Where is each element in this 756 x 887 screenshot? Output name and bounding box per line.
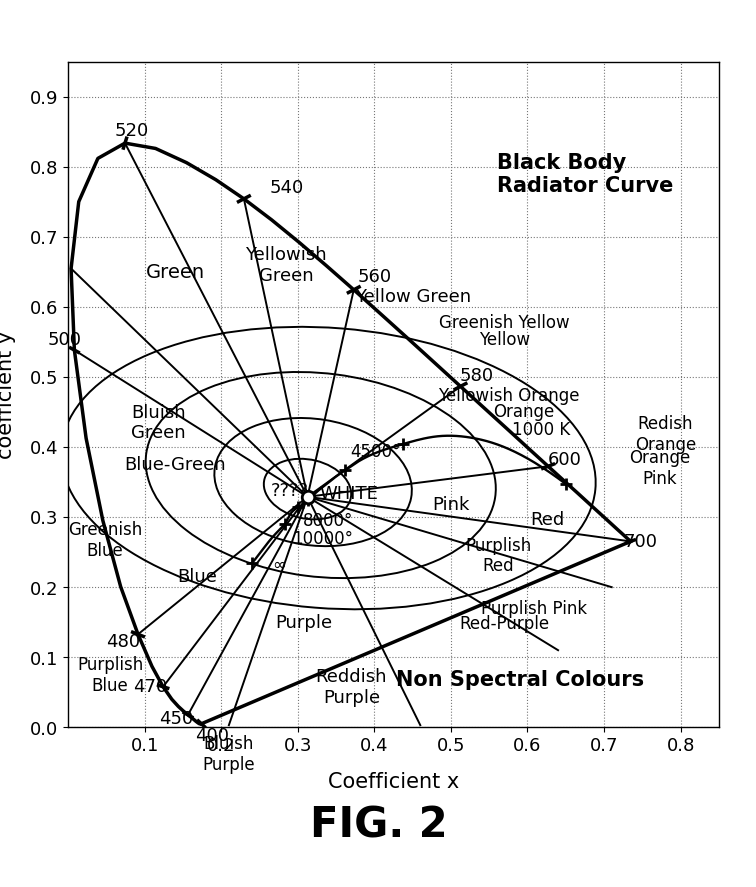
- Text: 580: 580: [460, 367, 494, 385]
- Text: 540: 540: [269, 179, 303, 197]
- Text: WHITE: WHITE: [319, 484, 377, 502]
- Text: Redish
Orange: Redish Orange: [634, 415, 696, 454]
- Text: 1000 K: 1000 K: [512, 420, 570, 439]
- Text: Black Body
Radiator Curve: Black Body Radiator Curve: [497, 153, 673, 196]
- Text: ∞: ∞: [271, 556, 285, 574]
- Text: FIG. 2: FIG. 2: [309, 804, 447, 846]
- Text: Non Spectral Colours: Non Spectral Colours: [395, 670, 643, 690]
- Text: Greenish Yellow: Greenish Yellow: [438, 314, 569, 332]
- Text: 470: 470: [133, 678, 167, 695]
- Text: ????: ????: [271, 482, 309, 499]
- Text: Red: Red: [530, 510, 564, 529]
- X-axis label: Coefficient x: Coefficient x: [327, 772, 459, 792]
- Text: 8000°: 8000°: [303, 512, 353, 530]
- Text: Orange
Pink: Orange Pink: [629, 449, 690, 488]
- Text: Blue-Green: Blue-Green: [124, 456, 226, 474]
- Y-axis label: coefficient y: coefficient y: [0, 331, 16, 459]
- Text: 10000°: 10000°: [291, 530, 352, 547]
- Text: Yellow: Yellow: [479, 331, 529, 349]
- Text: Blue: Blue: [177, 568, 216, 585]
- Text: Orange: Orange: [493, 404, 553, 421]
- Text: Greenish
Blue: Greenish Blue: [68, 521, 142, 560]
- Text: 400: 400: [195, 726, 229, 745]
- Text: 500: 500: [47, 331, 81, 349]
- Text: 600: 600: [547, 451, 581, 469]
- Text: Pink: Pink: [432, 496, 469, 514]
- Text: Bluish
Green: Bluish Green: [131, 404, 185, 442]
- Text: Red-Purple: Red-Purple: [459, 615, 549, 632]
- Text: Bluish
Purple: Bluish Purple: [203, 734, 255, 773]
- Text: Yellow Green: Yellow Green: [355, 287, 470, 306]
- Text: Yellowish Orange: Yellowish Orange: [437, 387, 578, 405]
- Text: 560: 560: [357, 268, 391, 287]
- Text: Purplish
Blue: Purplish Blue: [77, 655, 143, 695]
- Text: 4500°: 4500°: [349, 444, 400, 461]
- Text: 480: 480: [106, 633, 140, 651]
- Text: Purplish
Red: Purplish Red: [465, 537, 531, 575]
- Text: 450: 450: [159, 710, 193, 728]
- Text: 520: 520: [114, 122, 149, 140]
- Text: Yellowish
Green: Yellowish Green: [245, 246, 327, 285]
- Text: Purplish Pink: Purplish Pink: [480, 600, 586, 617]
- Text: Reddish
Purple: Reddish Purple: [315, 668, 387, 707]
- Text: Purple: Purple: [275, 613, 332, 632]
- Text: Green: Green: [146, 263, 205, 282]
- Text: 700: 700: [623, 533, 657, 551]
